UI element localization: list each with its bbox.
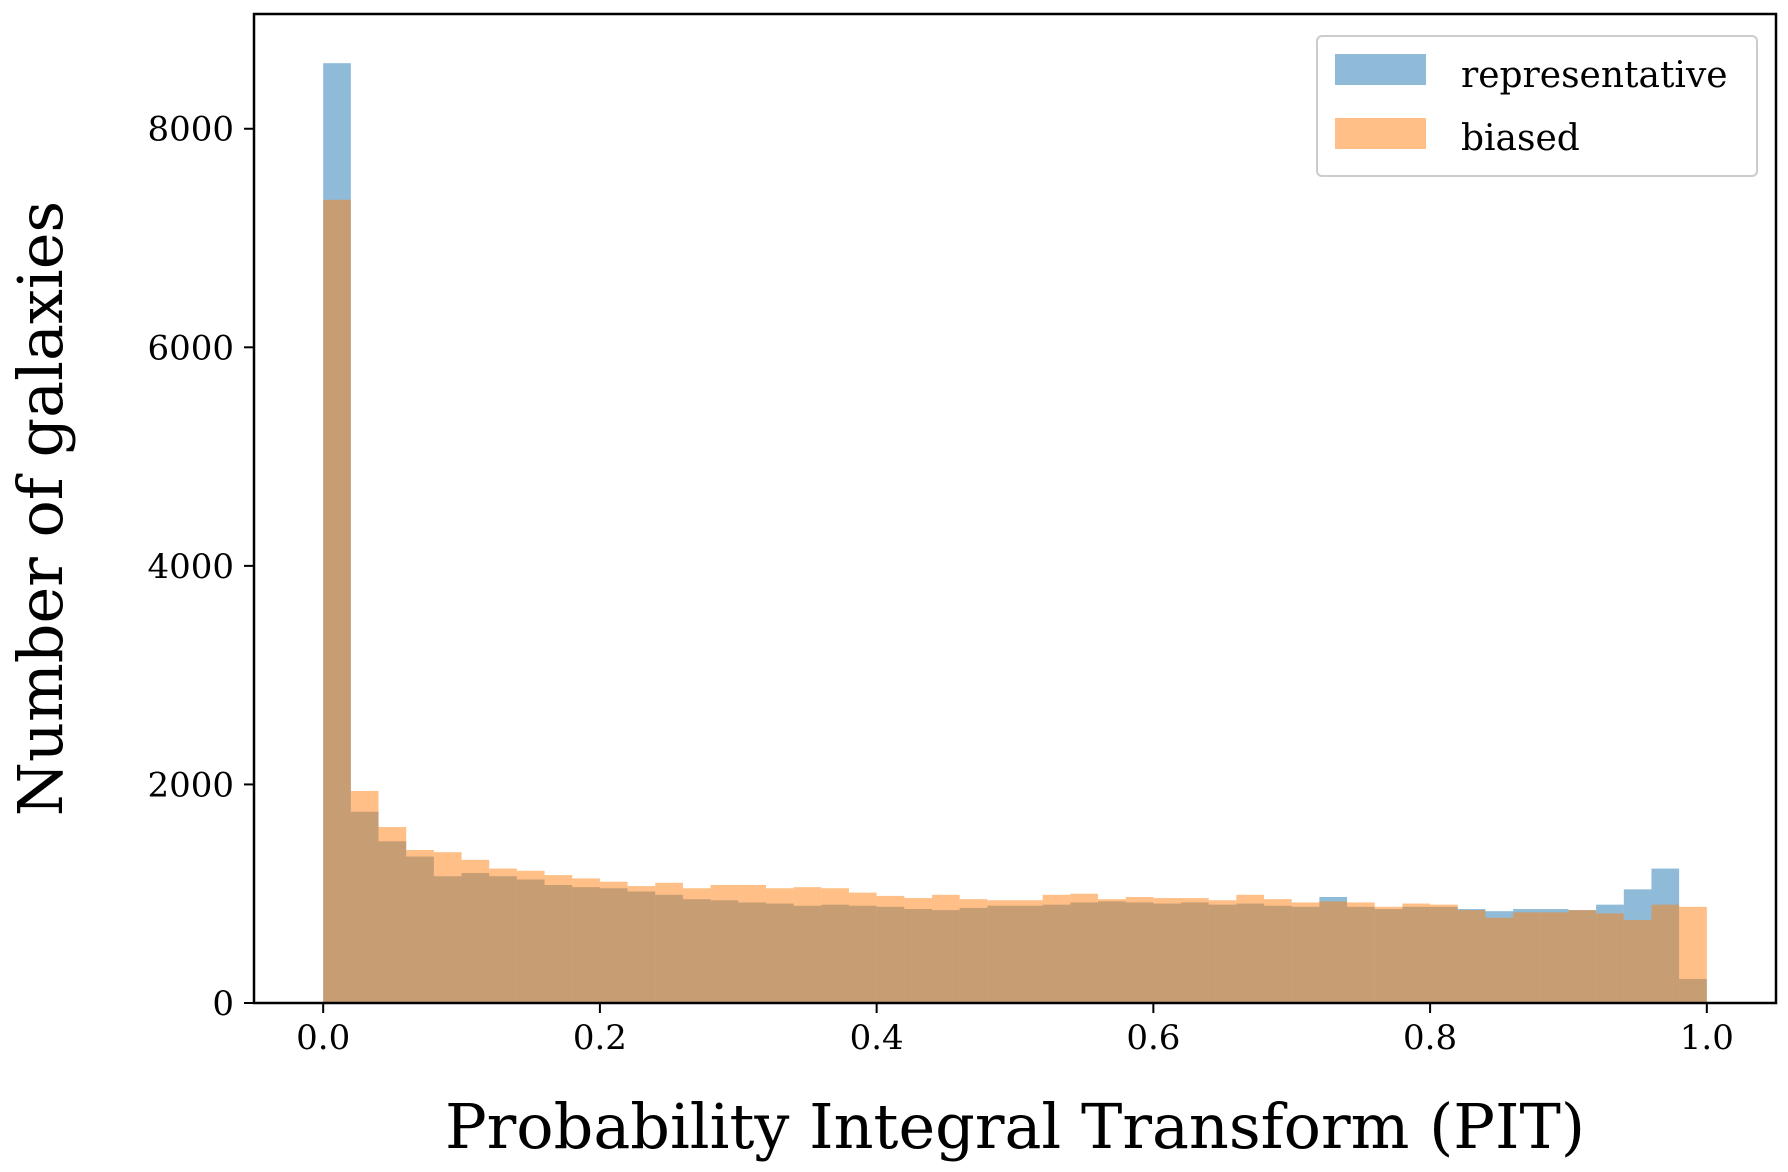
- bar-biased-40: [1430, 904, 1458, 1003]
- bar-biased-47: [1623, 919, 1652, 1003]
- bar-biased-46: [1596, 913, 1624, 1003]
- bar-biased-0: [323, 199, 351, 1003]
- bar-biased-15: [738, 884, 766, 1003]
- legend-swatch-biased: [1335, 118, 1426, 149]
- legend-label-representative: representative: [1461, 55, 1728, 96]
- bar-biased-26: [1042, 894, 1071, 1003]
- y-tick-label: 8000: [147, 110, 234, 150]
- bar-biased-41: [1457, 910, 1486, 1003]
- bar-biased-16: [765, 888, 794, 1003]
- bar-biased-5: [461, 859, 490, 1003]
- bar-biased-49: [1679, 906, 1707, 1003]
- y-axis-title: Number of galaxies: [4, 201, 77, 816]
- legend: representative biased: [1316, 35, 1758, 177]
- bar-biased-4: [433, 852, 462, 1003]
- bar-biased-25: [1015, 900, 1043, 1003]
- legend-swatch-representative: [1335, 54, 1426, 85]
- bar-biased-28: [1098, 899, 1126, 1003]
- series-biased: [323, 199, 1707, 1003]
- bar-biased-8: [544, 875, 573, 1003]
- axis-ticks: 0.0 0.2 0.4 0.6 0.8 1.0 0 2000 4000 6000 8000: [147, 110, 1733, 1058]
- bar-biased-21: [904, 898, 932, 1003]
- x-tick-label: 0.8: [1403, 1018, 1457, 1058]
- bar-biased-35: [1291, 902, 1320, 1003]
- bar-biased-9: [572, 878, 600, 1003]
- bar-biased-43: [1513, 912, 1541, 1003]
- bar-biased-27: [1070, 893, 1099, 1003]
- bar-biased-23: [959, 899, 988, 1003]
- bar-biased-6: [489, 868, 517, 1003]
- bar-biased-42: [1485, 917, 1514, 1003]
- bar-biased-31: [1181, 898, 1209, 1003]
- x-tick-label: 0.0: [296, 1018, 350, 1058]
- bar-biased-17: [793, 887, 822, 1003]
- legend-box: [1316, 35, 1758, 177]
- bar-biased-45: [1568, 910, 1597, 1003]
- bar-biased-24: [987, 900, 1015, 1003]
- bar-biased-37: [1347, 902, 1375, 1003]
- bar-biased-34: [1264, 899, 1292, 1003]
- x-tick-label: 0.6: [1126, 1018, 1180, 1058]
- y-tick-label: 6000: [147, 328, 234, 368]
- bar-biased-36: [1319, 901, 1348, 1003]
- bar-biased-11: [627, 886, 656, 1003]
- bar-biased-7: [516, 870, 545, 1003]
- bar-biased-2: [378, 827, 407, 1003]
- bar-biased-19: [848, 892, 877, 1003]
- bar-biased-3: [406, 850, 434, 1003]
- bar-biased-13: [682, 888, 711, 1003]
- bar-biased-32: [1208, 900, 1237, 1003]
- y-tick-label: 0: [212, 984, 234, 1024]
- bar-biased-39: [1402, 903, 1431, 1003]
- legend-label-biased: biased: [1461, 118, 1580, 159]
- x-axis-title: Probability Integral Transform (PIT): [445, 1090, 1585, 1163]
- bar-biased-20: [876, 895, 905, 1003]
- bar-biased-38: [1374, 906, 1403, 1003]
- y-tick-label: 4000: [147, 547, 234, 587]
- bar-biased-44: [1540, 912, 1569, 1003]
- histogram-bars: [323, 63, 1707, 1004]
- bar-biased-22: [931, 894, 960, 1003]
- y-tick-label: 2000: [147, 765, 234, 805]
- bar-biased-14: [710, 884, 739, 1003]
- x-tick-label: 1.0: [1680, 1018, 1734, 1058]
- bar-biased-48: [1651, 904, 1680, 1003]
- bar-biased-18: [821, 888, 849, 1003]
- plot-frame: [252, 12, 1778, 1005]
- x-tick-label: 0.4: [850, 1018, 904, 1058]
- bar-biased-29: [1125, 897, 1154, 1003]
- x-tick-label: 0.2: [573, 1018, 627, 1058]
- bar-biased-10: [599, 881, 628, 1003]
- bar-biased-1: [350, 790, 379, 1003]
- bar-biased-33: [1236, 894, 1265, 1003]
- bar-biased-12: [655, 882, 683, 1003]
- bar-biased-30: [1153, 898, 1182, 1003]
